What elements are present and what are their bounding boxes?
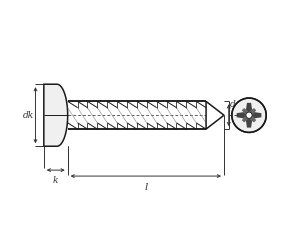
Circle shape	[232, 98, 266, 132]
Polygon shape	[246, 118, 253, 128]
Polygon shape	[206, 101, 224, 129]
Polygon shape	[237, 112, 246, 119]
Polygon shape	[68, 101, 206, 129]
Text: dk: dk	[23, 111, 34, 120]
Polygon shape	[249, 108, 256, 115]
Circle shape	[246, 112, 252, 118]
Polygon shape	[242, 108, 249, 115]
Polygon shape	[249, 115, 256, 122]
Polygon shape	[242, 115, 249, 122]
Polygon shape	[44, 84, 68, 146]
Polygon shape	[252, 112, 261, 119]
Text: k: k	[53, 176, 58, 185]
Text: d: d	[230, 100, 236, 109]
Text: l: l	[144, 183, 148, 192]
Polygon shape	[246, 103, 253, 112]
